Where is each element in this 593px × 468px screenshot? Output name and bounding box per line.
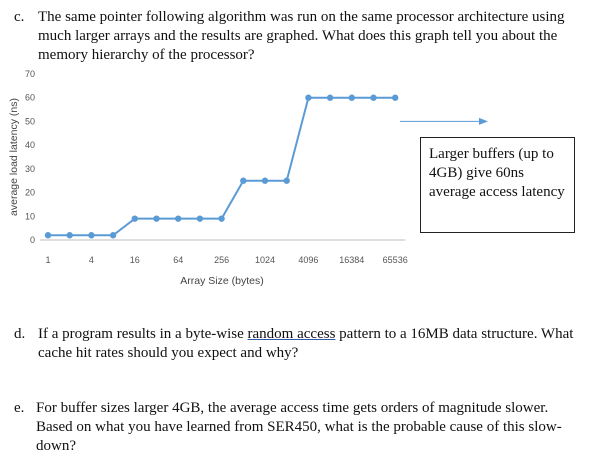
y-axis-title: average load latency (ns) — [8, 98, 20, 216]
data-point — [240, 177, 247, 184]
y-tick-label: 10 — [25, 211, 35, 221]
x-tick-label: 1024 — [255, 255, 275, 265]
question-e-marker: e. — [14, 400, 25, 416]
x-tick-label: 64 — [173, 255, 183, 265]
annotation-arrow-head — [479, 117, 488, 125]
y-tick-label: 0 — [30, 235, 35, 245]
x-axis-title: Array Size (bytes) — [180, 275, 263, 287]
data-point — [218, 215, 225, 222]
callout-box: Larger buffers (up to 4GB) give 60ns ave… — [420, 137, 575, 233]
x-tick-label: 16384 — [339, 255, 364, 265]
question-d-pre: If a program results in a byte-wise — [38, 326, 248, 342]
y-tick-label: 30 — [25, 164, 35, 174]
x-tick-label: 4096 — [298, 255, 318, 265]
data-point — [392, 94, 399, 101]
data-point — [66, 232, 73, 239]
data-point — [131, 215, 138, 222]
data-point — [326, 94, 334, 101]
x-tick-label: 16 — [130, 255, 140, 265]
x-tick-label: 4 — [89, 255, 94, 265]
x-tick-label: 256 — [214, 255, 229, 265]
x-tick-label: 65536 — [383, 255, 408, 265]
callout-text: Larger buffers (up to 4GB) give 60ns ave… — [429, 146, 565, 200]
data-point — [88, 232, 95, 239]
data-point — [109, 232, 117, 239]
question-d-post: pattern to a 16MB data structure. What c… — [38, 326, 574, 361]
data-point — [196, 215, 204, 222]
data-point — [175, 215, 182, 222]
question-d-text: If a program results in a byte-wise rand… — [38, 325, 578, 363]
data-point — [283, 177, 290, 184]
y-tick-label: 70 — [25, 69, 35, 79]
question-e-text: For buffer sizes larger 4GB, the average… — [36, 400, 562, 454]
series-line — [48, 96, 396, 237]
latency-chart: 0 10 20 30 40 50 60 70 1 4 16 64 256 1024 4096 16384 655… — [8, 69, 488, 287]
data-point — [44, 232, 52, 239]
y-tick-label: 40 — [25, 140, 35, 150]
question-c-marker: c. — [14, 9, 25, 25]
x-tick-label: 1 — [45, 255, 50, 265]
data-point — [261, 177, 269, 184]
data-point — [370, 94, 377, 101]
data-point — [153, 215, 160, 222]
data-point — [305, 94, 312, 101]
question-c-text: The same pointer following algorithm was… — [38, 9, 565, 63]
y-tick-label: 20 — [25, 188, 35, 198]
data-point — [348, 94, 355, 101]
question-d-underlined: random access — [247, 326, 336, 342]
y-tick-label: 60 — [25, 93, 35, 103]
question-d-marker: d. — [14, 326, 26, 342]
y-tick-label: 50 — [25, 116, 35, 126]
